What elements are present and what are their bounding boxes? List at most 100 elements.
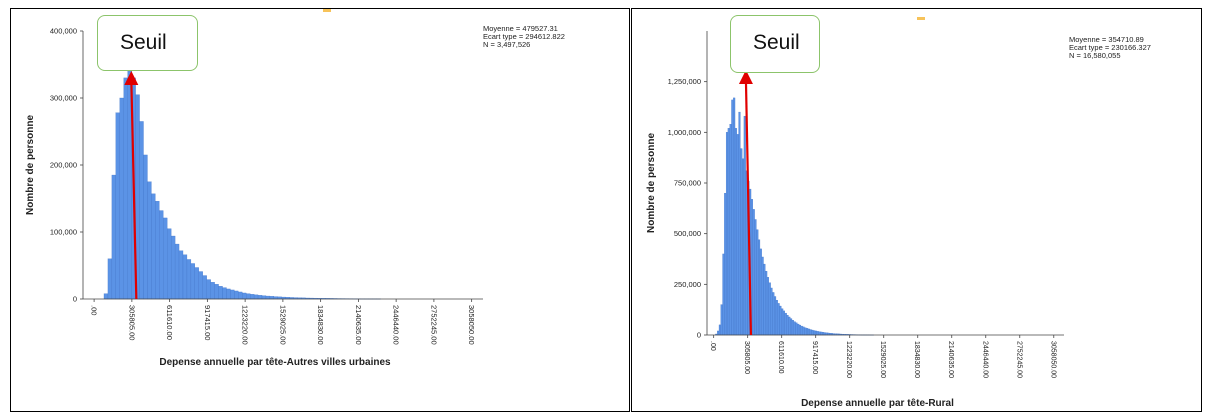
histogram-bar <box>729 124 732 336</box>
histogram-bar <box>214 284 219 300</box>
histogram-bar <box>738 111 741 336</box>
artifact-mark <box>323 9 331 12</box>
histogram-bar <box>809 329 812 336</box>
histogram-bar <box>777 303 780 336</box>
histogram-bar <box>800 325 803 336</box>
threshold-callout: Seuil <box>730 15 820 73</box>
histogram-bar <box>119 97 124 300</box>
histogram-bar <box>722 253 725 336</box>
histogram-bar <box>717 330 720 336</box>
histogram-panel-rural: 0 250,000 500,000 750,000 1,000,000 1,250,000… <box>631 8 1202 412</box>
histogram-bar <box>765 271 768 336</box>
histogram-bar <box>758 239 761 336</box>
y-tick-label: 400,000 <box>50 27 77 36</box>
histogram-bar <box>198 271 203 300</box>
histogram-bar <box>123 77 128 300</box>
y-tick-label: 250,000 <box>674 280 701 289</box>
x-tick-label: 2140635.00 <box>354 305 363 345</box>
stat-std: Ecart type = 230166.327 <box>1069 43 1151 52</box>
histogram-bar <box>806 328 809 336</box>
histogram-bar <box>253 294 259 300</box>
histogram-bar <box>802 326 805 336</box>
histogram-bar <box>820 331 823 336</box>
histogram-bar <box>804 327 807 336</box>
artifact-mark <box>917 17 925 20</box>
histogram-bar <box>234 290 239 300</box>
histogram-bar <box>761 256 764 336</box>
histogram-bar <box>775 299 778 336</box>
histogram-bar <box>230 289 235 300</box>
histogram-bar <box>772 292 775 336</box>
x-tick-label: 305805.00 <box>127 305 136 340</box>
histogram-bar <box>790 318 793 336</box>
x-tick-label: 1834830.00 <box>913 341 920 378</box>
stat-mean: Moyenne = 354710.89 <box>1069 35 1144 44</box>
histogram-bar <box>202 275 207 300</box>
x-tick-label: 2446440.00 <box>981 341 988 378</box>
threshold-arrowhead <box>738 70 753 84</box>
histogram-bar <box>724 192 727 336</box>
histogram-bar <box>720 304 723 336</box>
histogram-bar <box>167 228 172 300</box>
histogram-bar <box>781 308 784 336</box>
x-tick-label: 305805.00 <box>743 341 750 374</box>
histogram-bar <box>206 279 211 300</box>
histogram-bar <box>779 305 782 336</box>
histogram-bar <box>774 296 777 336</box>
histogram-bar <box>194 267 199 300</box>
histogram-bar <box>718 324 721 336</box>
x-tick-label: 2446440.00 <box>392 305 401 345</box>
x-tick-label: .00 <box>90 305 99 315</box>
x-tick-label: 1223220.00 <box>241 305 250 345</box>
histogram-bar <box>159 210 164 300</box>
histogram-bar <box>768 282 771 336</box>
stat-mean: Moyenne = 479527.31 <box>483 24 558 33</box>
histogram-bar <box>811 329 814 336</box>
histogram-chart-urban: 0 100,000 200,000 300,000 400,000 .00 305805.0… <box>25 27 483 368</box>
histogram-chart-rural: 0 250,000 500,000 750,000 1,000,000 1,250,000… <box>646 31 1064 409</box>
histogram-panel-urban: 0 100,000 200,000 300,000 400,000 .00 305805.0… <box>10 8 630 412</box>
x-tick-label: 1223220.00 <box>845 341 852 378</box>
x-tick-label: 1834830.00 <box>316 305 325 345</box>
x-tick-label: 3058050.00 <box>1049 341 1056 378</box>
histogram-bar <box>756 229 759 336</box>
histogram-bar <box>814 330 818 336</box>
histogram-bar <box>743 115 746 336</box>
histogram-bar <box>155 201 160 300</box>
histogram-bar <box>218 286 223 300</box>
y-tick-label: 1,000,000 <box>668 128 701 137</box>
x-tick-label: 917415.00 <box>811 341 818 374</box>
histogram-bar <box>782 310 786 336</box>
histogram-bar <box>147 181 152 300</box>
histogram-bar <box>186 259 192 300</box>
histogram-bar <box>770 287 773 336</box>
histogram-bar <box>784 312 787 336</box>
x-tick-label: 2140635.00 <box>947 341 954 378</box>
histogram-bar <box>178 250 184 300</box>
histogram-bar <box>731 99 734 336</box>
y-tick-label: 200,000 <box>50 161 77 170</box>
histogram-bar <box>174 243 180 300</box>
y-tick-label: 100,000 <box>50 228 77 237</box>
x-tick-label: 917415.00 <box>203 305 212 340</box>
histogram-bar <box>734 128 737 336</box>
histogram-bar <box>107 258 113 300</box>
histogram-bar <box>250 294 255 300</box>
summary-stats: Moyenne = 354710.89 Ecart type = 230166.… <box>1069 36 1151 60</box>
histogram-bar <box>238 291 243 300</box>
histogram-bar <box>182 254 188 300</box>
histogram-bar <box>115 112 120 300</box>
histogram-bar <box>261 295 267 300</box>
histogram-bar <box>163 217 168 300</box>
histogram-bar <box>727 128 730 336</box>
histogram-bar <box>210 282 215 300</box>
x-tick-label: 2752245.00 <box>1015 341 1022 378</box>
histogram-bar <box>741 158 745 336</box>
histogram-bar <box>798 324 802 336</box>
threshold-callout: Seuil <box>97 15 198 71</box>
x-tick-label: 3058050.00 <box>467 305 476 345</box>
histogram-bar <box>269 296 275 300</box>
histogram-bar <box>139 121 144 300</box>
histogram-bar <box>740 148 743 336</box>
x-tick-label: 611610.00 <box>777 341 784 374</box>
